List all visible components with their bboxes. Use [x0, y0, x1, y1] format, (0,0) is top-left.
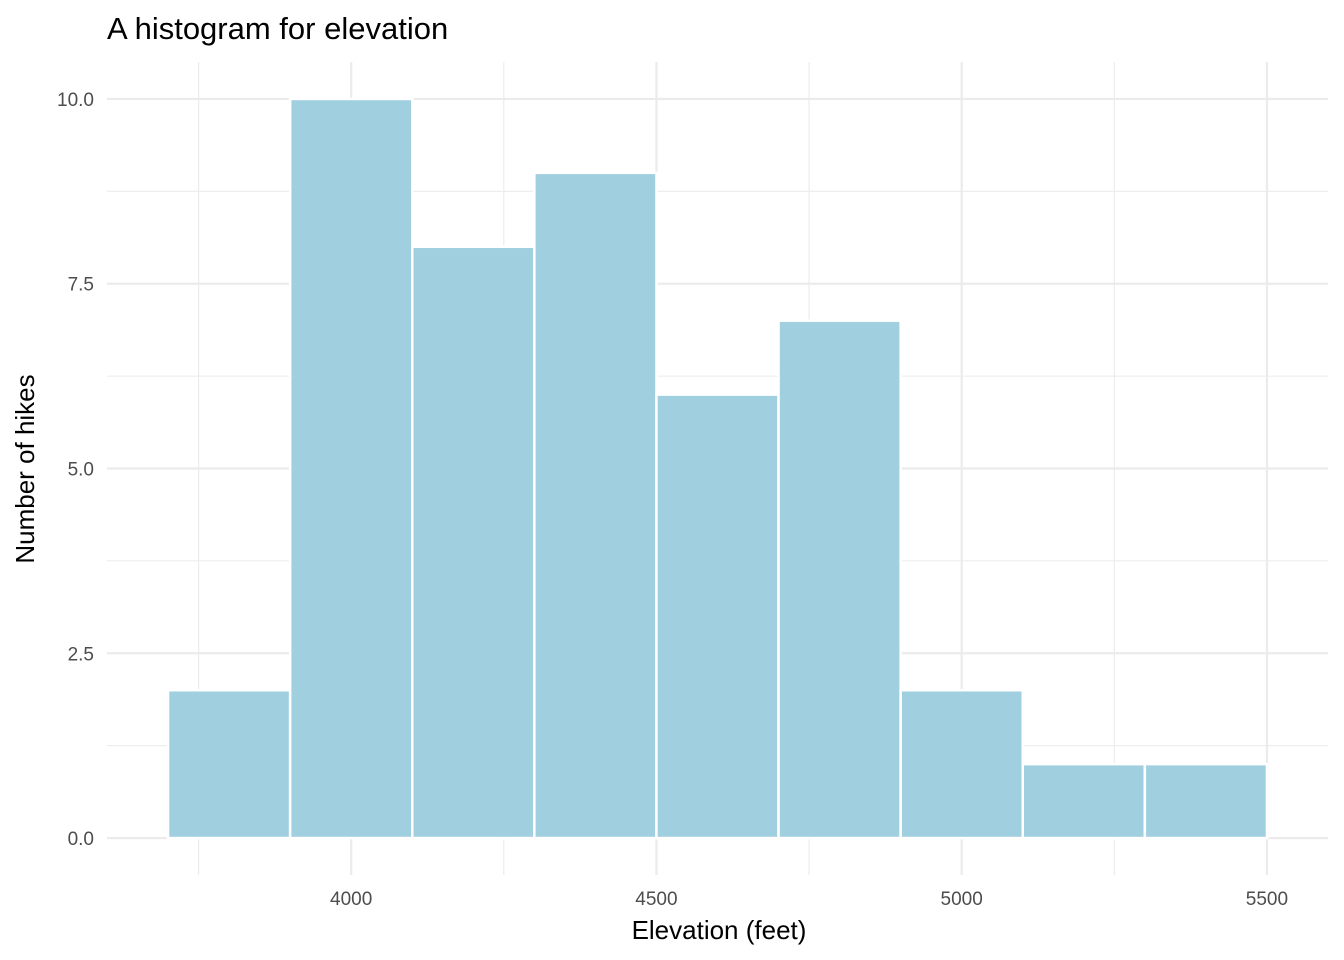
bars [166, 97, 1269, 840]
x-tick-label: 4500 [635, 889, 677, 910]
y-tick-label: 0.0 [68, 829, 94, 850]
y-tick-label: 7.5 [68, 275, 94, 296]
histogram-bar [1143, 762, 1269, 840]
histogram-bar [411, 245, 536, 840]
chart-title: A histogram for elevation [107, 11, 448, 46]
histogram-bar [655, 393, 780, 840]
x-tick-label: 5500 [1246, 889, 1288, 910]
y-axis-title: Number of hikes [10, 374, 40, 563]
histogram-bar [1021, 762, 1147, 840]
y-tick-label: 2.5 [68, 644, 94, 665]
x-tick-label: 4000 [330, 889, 372, 910]
histogram-bar [899, 688, 1025, 840]
histogram-bar [777, 319, 902, 840]
y-tick-label: 5.0 [68, 460, 94, 481]
histogram-bar [288, 97, 414, 840]
histogram-bar [533, 171, 658, 840]
x-tick-label: 5000 [941, 889, 983, 910]
histogram-bar [166, 688, 292, 840]
y-tick-label: 10.0 [57, 90, 94, 111]
tick-labels: 4000 4500 5000 5500 0.0 2.5 5.0 7.5 10.0 [57, 90, 1288, 910]
x-axis-title: Elevation (feet) [632, 915, 807, 945]
